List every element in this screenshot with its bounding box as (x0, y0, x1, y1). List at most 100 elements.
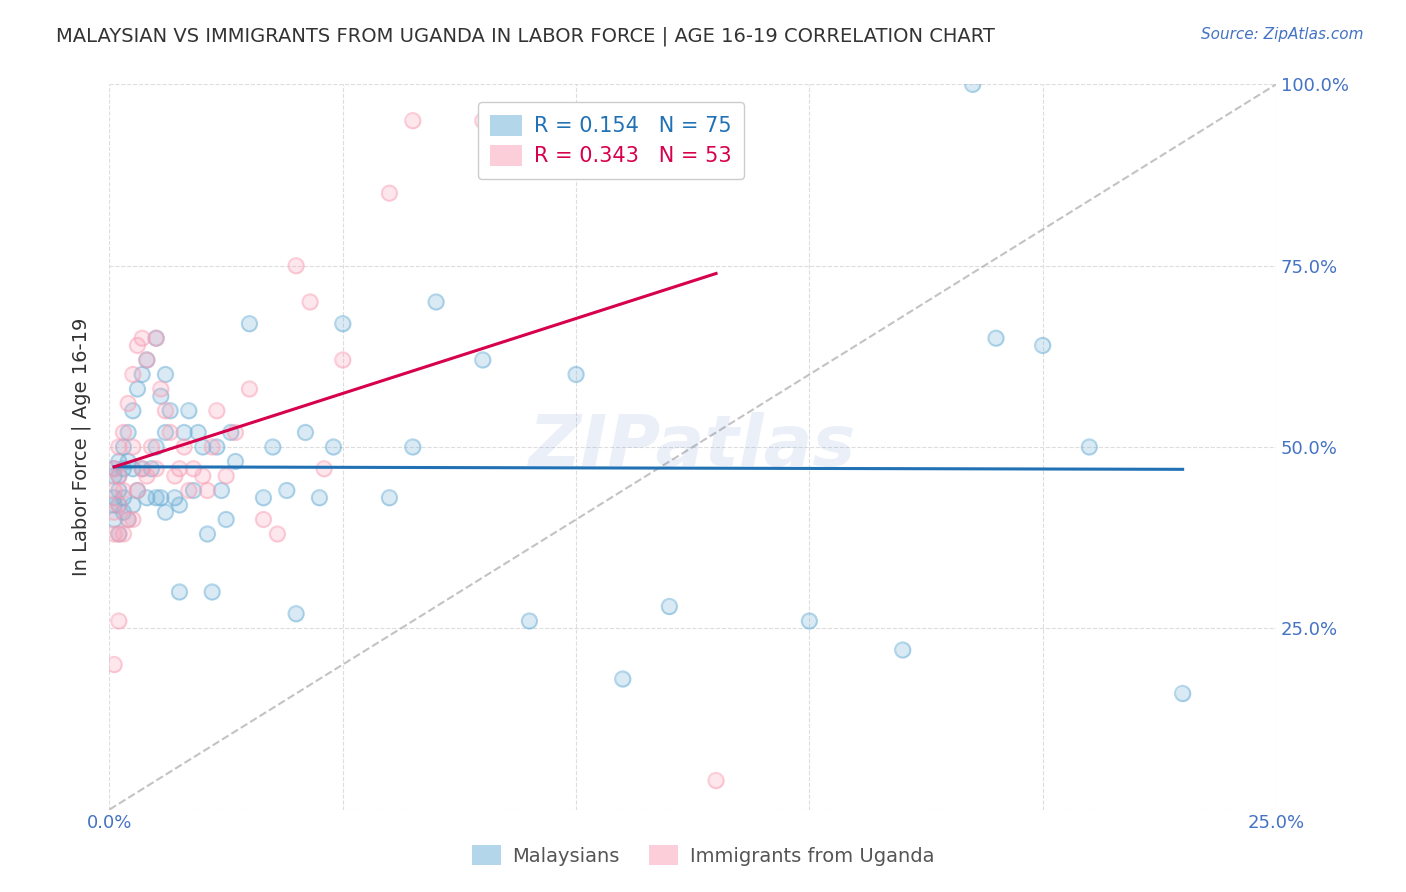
Point (145, 331, 167, 345)
Point (117, 512, 139, 526)
Point (163, 469, 186, 483)
Point (891, 643, 914, 657)
Point (159, 425, 181, 440)
Point (238, 382, 260, 396)
Point (565, 113, 588, 128)
Point (103, 461, 125, 475)
Point (135, 353, 157, 368)
Point (117, 512, 139, 526)
Point (155, 425, 177, 440)
Point (149, 491, 172, 505)
Point (332, 353, 354, 368)
Point (322, 440, 344, 454)
Point (205, 403, 228, 417)
Point (103, 527, 125, 541)
Point (169, 498, 191, 512)
Point (135, 353, 157, 368)
Point (121, 440, 143, 454)
Point (155, 368, 177, 382)
Point (149, 491, 172, 505)
Point (103, 512, 125, 526)
Point (108, 527, 131, 541)
Point (135, 353, 157, 368)
Point (103, 483, 125, 498)
Point (183, 461, 205, 475)
Point (197, 483, 219, 498)
Point (117, 512, 139, 526)
Point (121, 498, 143, 512)
Point (103, 461, 125, 475)
Point (252, 512, 274, 526)
Point (332, 317, 354, 331)
Point (145, 331, 167, 345)
Point (103, 461, 125, 475)
Point (117, 454, 139, 468)
Point (145, 491, 167, 505)
Point (565, 368, 588, 382)
Point (205, 440, 228, 454)
Point (117, 396, 139, 410)
Point (211, 483, 233, 498)
Point (1032, 338, 1054, 352)
Point (322, 440, 344, 454)
Point (1078, 440, 1101, 454)
Point (131, 368, 153, 382)
Point (173, 425, 195, 440)
Point (131, 461, 153, 475)
Point (215, 469, 238, 483)
Point (191, 440, 214, 454)
Point (103, 491, 125, 505)
Point (191, 440, 214, 454)
Point (112, 527, 135, 541)
Y-axis label: In Labor Force | Age 16-19: In Labor Force | Age 16-19 (72, 318, 91, 576)
Point (378, 186, 401, 201)
Point (252, 491, 274, 505)
Point (173, 440, 195, 454)
Point (112, 440, 135, 454)
Point (187, 425, 209, 440)
Point (332, 317, 354, 331)
Point (121, 461, 143, 475)
Point (121, 368, 143, 382)
Point (155, 368, 177, 382)
Point (108, 527, 131, 541)
Point (285, 607, 308, 621)
Point (308, 491, 330, 505)
Point (183, 483, 205, 498)
Point (103, 657, 125, 672)
Point (314, 461, 336, 475)
Point (103, 491, 125, 505)
Point (155, 505, 177, 519)
Point (177, 483, 200, 498)
Point (169, 461, 191, 475)
Point (121, 368, 143, 382)
Text: Source: ZipAtlas.com: Source: ZipAtlas.com (1201, 27, 1364, 42)
Point (519, 614, 541, 628)
Point (471, 353, 494, 368)
Point (127, 483, 149, 498)
Point (252, 512, 274, 526)
Legend: R = 0.154   N = 75, R = 0.343   N = 53: R = 0.154 N = 75, R = 0.343 N = 53 (478, 102, 744, 179)
Point (108, 498, 131, 512)
Point (155, 425, 177, 440)
Point (159, 403, 181, 417)
Point (215, 469, 238, 483)
Point (163, 469, 186, 483)
Point (201, 585, 224, 599)
Text: ZIPatlas: ZIPatlas (529, 412, 856, 482)
Point (127, 338, 149, 352)
Text: MALAYSIAN VS IMMIGRANTS FROM UGANDA IN LABOR FORCE | AGE 16-19 CORRELATION CHART: MALAYSIAN VS IMMIGRANTS FROM UGANDA IN L… (56, 27, 995, 46)
Point (658, 599, 681, 614)
Point (149, 389, 172, 403)
Point (177, 483, 200, 498)
Point (145, 491, 167, 505)
Point (121, 403, 143, 417)
Point (108, 469, 131, 483)
Point (169, 585, 191, 599)
Point (471, 113, 494, 128)
Point (704, 773, 727, 788)
Point (984, 331, 1007, 345)
Point (402, 440, 425, 454)
Point (224, 425, 246, 440)
Point (112, 483, 135, 498)
